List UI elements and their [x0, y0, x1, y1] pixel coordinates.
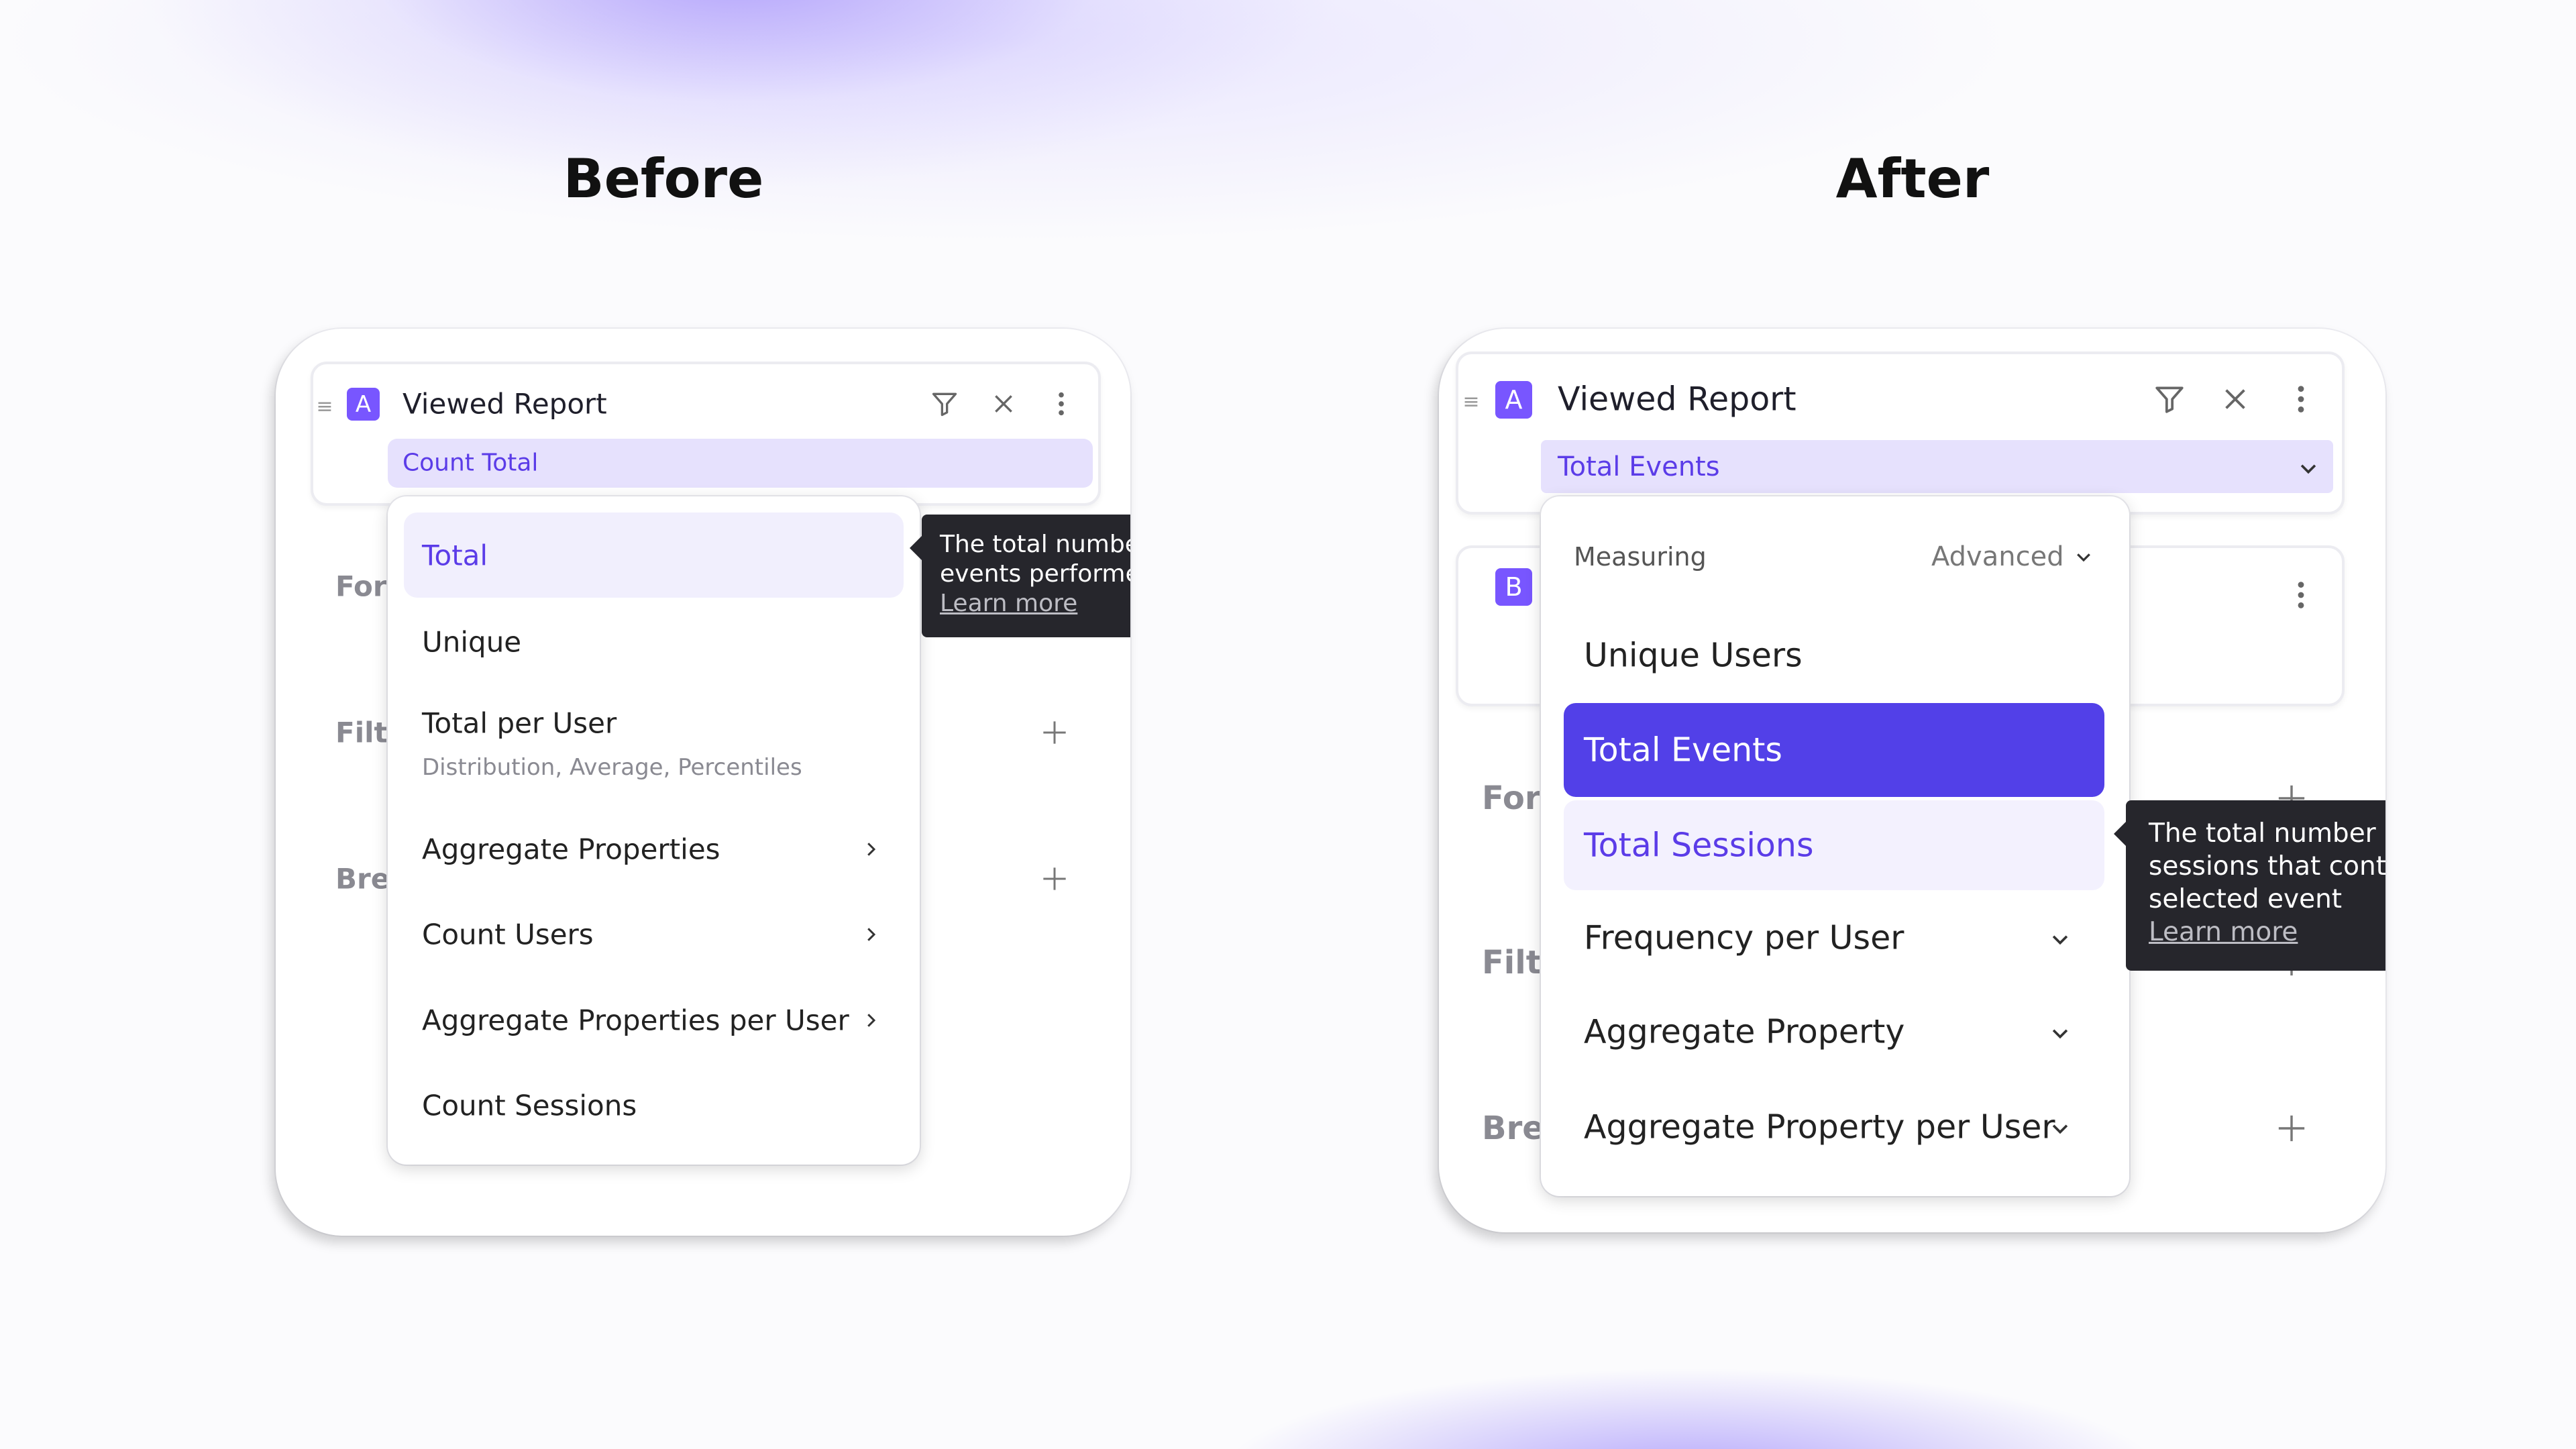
tooltip-line: The total number o: [2149, 818, 2385, 849]
measure-menu: Measuring Advanced Unique Users Total Ev…: [1541, 496, 2129, 1196]
tooltip: .tooltip:before{top:30px} The total numb…: [910, 515, 1130, 637]
add-filter-icon[interactable]: [1041, 719, 1068, 746]
menu-item-aggregate-property-per-user[interactable]: Aggregate Property per User: [1584, 1108, 2055, 1146]
chevron-right-icon: [861, 924, 881, 945]
add-breakdown-icon[interactable]: [1041, 865, 1068, 892]
menu-item-label: Total: [422, 539, 488, 572]
learn-more-link[interactable]: Learn more: [2149, 917, 2298, 947]
advanced-toggle[interactable]: Advanced: [1931, 541, 2094, 572]
measure-menu: Total Unique Total per User Distribution…: [388, 496, 920, 1165]
event-name[interactable]: Viewed Report: [402, 387, 607, 421]
drag-handle-icon[interactable]: ≡: [316, 394, 333, 419]
after-heading: After: [1835, 148, 1990, 210]
menu-item-sublabel: Distribution, Average, Percentiles: [422, 754, 802, 781]
chevron-down-icon: [2049, 1117, 2072, 1140]
metric-badge-b: B: [1495, 568, 1532, 606]
menu-header-measuring: Measuring: [1574, 542, 1707, 572]
more-options-icon[interactable]: [2286, 578, 2316, 612]
menu-item-frequency-per-user[interactable]: Frequency per User: [1584, 918, 1904, 957]
menu-item-aggregate-properties-per-user[interactable]: Aggregate Properties per User: [422, 1004, 849, 1037]
more-options-icon[interactable]: [1048, 389, 1075, 419]
before-panel: Forr Filte Brea ≡ A Viewed Report Count …: [276, 329, 1130, 1236]
advanced-label: Advanced: [1931, 541, 2064, 572]
chevron-down-icon: [2297, 457, 2320, 480]
metric-badge: A: [347, 388, 380, 421]
tooltip-line: sessions that conta: [2149, 851, 2385, 881]
menu-item-total[interactable]: Total: [404, 513, 904, 598]
chevron-right-icon: [861, 1010, 881, 1030]
chevron-down-icon: [2074, 547, 2094, 567]
metric-card-a: ≡ A Viewed Report Total Events: [1456, 352, 2345, 515]
chevron-down-icon: [2049, 1022, 2072, 1044]
tooltip-line: The total number: [940, 531, 1130, 558]
close-icon[interactable]: [2220, 384, 2251, 415]
tooltip: The total number o sessions that conta s…: [2114, 800, 2385, 971]
menu-item-total-events[interactable]: Total Events: [1564, 703, 2104, 797]
drag-handle-icon[interactable]: ≡: [1462, 390, 1480, 414]
measure-selector[interactable]: Count Total: [388, 439, 1093, 488]
menu-item-unique-users[interactable]: Unique Users: [1584, 636, 1803, 675]
tooltip-line: events performed: [940, 560, 1130, 588]
add-breakdown-icon[interactable]: [2276, 1113, 2307, 1144]
before-heading: Before: [563, 148, 764, 210]
menu-item-aggregate-properties[interactable]: Aggregate Properties: [422, 833, 720, 866]
tooltip-line: selected event: [2149, 884, 2343, 914]
more-options-icon[interactable]: [2286, 382, 2316, 416]
measure-label: Total Events: [1558, 451, 1720, 482]
measure-selector[interactable]: Total Events: [1541, 440, 2333, 493]
chevron-down-icon: [2049, 928, 2072, 951]
metric-card-a: ≡ A Viewed Report Count Total: [311, 362, 1101, 506]
menu-item-count-users[interactable]: Count Users: [422, 918, 594, 951]
close-icon[interactable]: [990, 390, 1017, 417]
event-name[interactable]: Viewed Report: [1558, 380, 1796, 419]
learn-more-link[interactable]: Learn more: [940, 590, 1078, 617]
menu-item-total-per-user[interactable]: Total per User: [422, 706, 617, 740]
filter-icon[interactable]: [930, 389, 959, 419]
menu-item-label: Total Sessions: [1584, 826, 1814, 865]
menu-item-label: Total Events: [1584, 731, 1782, 769]
menu-item-unique[interactable]: Unique: [422, 625, 522, 659]
measure-label: Count Total: [402, 449, 539, 477]
chevron-right-icon: [861, 839, 881, 859]
after-panel: Forr Filte Brea ≡ A Viewed Report Total …: [1439, 329, 2385, 1232]
filter-icon[interactable]: [2153, 382, 2186, 416]
metric-badge: A: [1495, 381, 1532, 419]
menu-item-total-sessions[interactable]: Total Sessions: [1564, 800, 2104, 890]
menu-item-count-sessions[interactable]: Count Sessions: [422, 1089, 637, 1122]
menu-item-aggregate-property[interactable]: Aggregate Property: [1584, 1012, 1905, 1051]
